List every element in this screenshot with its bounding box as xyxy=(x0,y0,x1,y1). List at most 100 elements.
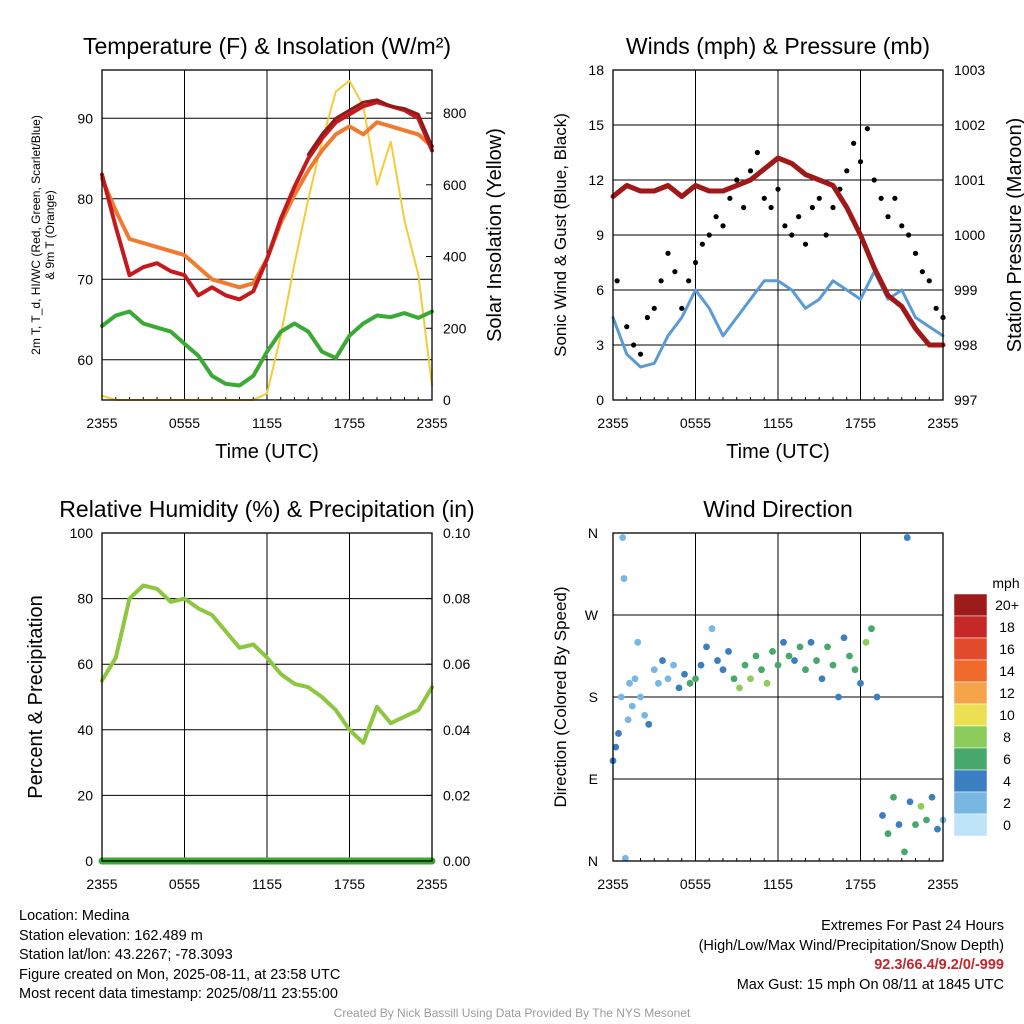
plot-border xyxy=(612,69,944,401)
gust-point xyxy=(768,204,774,211)
y-tick-label: 90 xyxy=(77,110,93,126)
x-tick-label: 1155 xyxy=(763,876,793,892)
y-axis-label: 2m T, T_d, HI/WC (Red, Green, Scarlet/Bl… xyxy=(29,115,43,355)
y-tick-label: N xyxy=(588,853,598,869)
gust-point xyxy=(823,232,829,238)
direction-point xyxy=(879,812,886,819)
legend-label: 14 xyxy=(999,663,1015,679)
direction-point xyxy=(934,825,941,833)
y2-tick-label: 600 xyxy=(443,177,467,193)
chart-title: Relative Humidity (%) & Precipitation (i… xyxy=(59,496,474,522)
y2-tick-label: 200 xyxy=(443,320,467,336)
max-gust-text: Max Gust: 15 mph On 08/11 at 1845 UTC xyxy=(736,976,1004,993)
direction-point xyxy=(654,679,662,687)
x-tick-label: 2355 xyxy=(416,415,447,431)
legend-swatch xyxy=(953,681,988,705)
direction-point xyxy=(796,643,804,651)
x-tick-label: 1155 xyxy=(763,415,793,431)
direction-point xyxy=(780,638,787,646)
series-line xyxy=(100,583,434,745)
gust-point xyxy=(754,149,760,156)
credit-text: Created By Nick Bassill Using Data Provi… xyxy=(333,1006,691,1020)
gust-point xyxy=(878,195,884,201)
legend-label: 16 xyxy=(999,641,1015,657)
direction-point xyxy=(890,793,897,801)
y-tick-label: 60 xyxy=(77,656,93,672)
direction-point xyxy=(612,743,620,751)
direction-point xyxy=(641,711,649,719)
y2-tick-label: 800 xyxy=(443,105,467,121)
gust-point xyxy=(885,214,891,220)
gust-point xyxy=(631,342,637,348)
direction-point xyxy=(840,634,848,642)
legend-label: 12 xyxy=(999,685,1015,701)
series-line xyxy=(306,98,434,156)
gust-point xyxy=(789,232,795,238)
gust-point xyxy=(816,195,822,201)
extremes-values: 92.3/66.4/9.2/0/-999 xyxy=(874,957,1004,974)
recent-data-text: Most recent data timestamp: 2025/08/11 2… xyxy=(19,986,338,1003)
y2-tick-label: 1001 xyxy=(954,172,985,188)
y2-tick-label: 0.06 xyxy=(443,656,470,672)
direction-point xyxy=(923,816,930,824)
y-tick-label: 18 xyxy=(588,62,604,78)
x-tick-label: 0555 xyxy=(680,415,711,431)
legend-swatch xyxy=(953,637,988,661)
gust-point xyxy=(851,140,857,146)
gust-point xyxy=(727,195,733,201)
direction-point xyxy=(835,693,842,701)
y2-tick-label: 1002 xyxy=(954,117,985,133)
chart-title: Temperature (F) & Insolation (W/m²) xyxy=(83,33,451,59)
speed-legend: mph 20+ 18 16 14 12 10 8 6 4 2 0 xyxy=(953,575,1020,837)
station-info: Location: Medina Station elevation: 162.… xyxy=(19,907,340,1005)
y-axis-label: Sonic Wind & Gust (Blue, Black) xyxy=(551,113,570,357)
extremes-title: Extremes For Past 24 Hours xyxy=(821,918,1004,934)
direction-point xyxy=(617,693,625,701)
gust-point xyxy=(892,195,898,201)
direction-point xyxy=(681,670,688,678)
direction-point xyxy=(785,652,793,660)
latlon-text: Station lat/lon: 43.2267; -78.3093 xyxy=(19,947,233,964)
y-tick-label: 80 xyxy=(77,591,93,607)
legend-label: 18 xyxy=(999,619,1015,635)
gust-point xyxy=(741,204,747,211)
direction-point xyxy=(670,661,677,669)
direction-point xyxy=(692,675,699,683)
direction-point xyxy=(752,652,760,660)
x-tick-label: 2355 xyxy=(927,876,958,892)
legend-label: 2 xyxy=(1003,795,1011,811)
legend-swatch xyxy=(953,593,988,617)
gust-point xyxy=(809,204,815,211)
y2-tick-label: 0.10 xyxy=(443,525,470,541)
legend-swatch xyxy=(953,791,988,815)
direction-point xyxy=(807,638,815,646)
gust-point xyxy=(651,305,657,311)
chart-title: Wind Direction xyxy=(703,496,853,522)
y2-tick-label: 0.02 xyxy=(443,787,470,803)
gust-point xyxy=(844,168,850,174)
direction-point xyxy=(912,821,919,828)
x-axis-label: Time (UTC) xyxy=(215,441,319,463)
series-line xyxy=(100,100,434,302)
x-tick-label: 0555 xyxy=(680,876,711,892)
elevation-text: Station elevation: 162.489 m xyxy=(19,927,203,944)
gust-point xyxy=(747,168,754,174)
legend-swatch xyxy=(953,813,988,837)
gust-point xyxy=(926,278,932,284)
x-tick-label: 1755 xyxy=(334,876,365,892)
gust-point xyxy=(761,195,767,201)
gust-point xyxy=(637,351,644,357)
location-text: Location: Medina xyxy=(19,908,130,924)
y-tick-label: 20 xyxy=(77,787,93,803)
y2-tick-label: 0.00 xyxy=(443,853,470,869)
y-tick-label: E xyxy=(589,771,598,787)
direction-point xyxy=(857,679,864,687)
y2-tick-label: 999 xyxy=(954,282,978,298)
y2-tick-label: 1000 xyxy=(954,227,985,243)
y-tick-label: 15 xyxy=(588,117,604,133)
y2-tick-label: 998 xyxy=(954,337,978,353)
legend-label: 4 xyxy=(1003,773,1011,789)
x-tick-label: 1755 xyxy=(334,415,365,431)
direction-point xyxy=(645,720,653,728)
x-tick-label: 1155 xyxy=(252,415,282,431)
